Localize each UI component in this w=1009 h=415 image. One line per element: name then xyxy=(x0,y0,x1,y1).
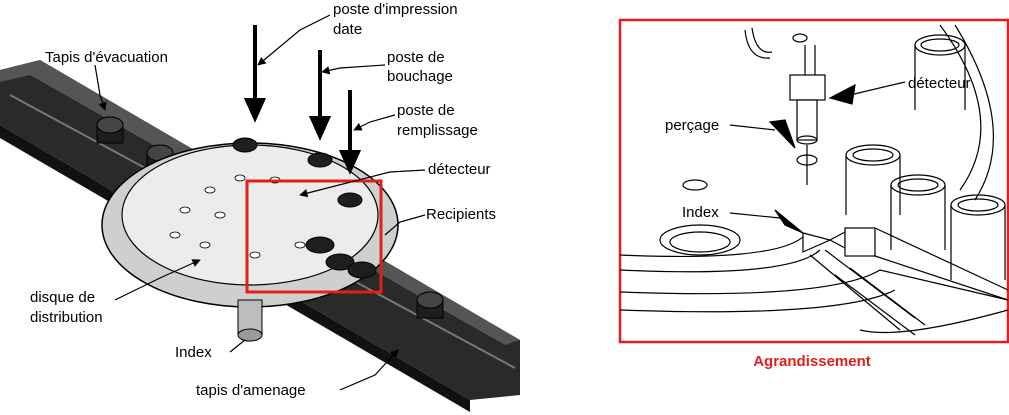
station-arrows xyxy=(243,25,362,175)
zoom-caption: Agrandissement xyxy=(753,353,871,370)
leader-lines xyxy=(94,14,426,391)
zoom-label-index: Index xyxy=(682,204,719,221)
label-recipients: Recipients xyxy=(426,206,496,223)
zoom-label-detecteur: détecteur xyxy=(908,75,971,92)
label-tapis-evacuation: Tapis d'évacuation xyxy=(45,49,168,66)
zoom-drawing xyxy=(619,24,1009,336)
label-poste-remplissage-2: remplissage xyxy=(397,122,478,139)
left-diagram: poste d'impression date poste de bouchag… xyxy=(0,1,520,412)
label-detecteur: détecteur xyxy=(428,161,491,178)
label-disque-2: distribution xyxy=(30,309,103,326)
label-poste-remplissage: poste de xyxy=(397,102,455,119)
label-index: Index xyxy=(175,344,212,361)
zoom-panel: détecteur perçage Index Agrandissement xyxy=(618,18,1009,370)
label-poste-impression-date: date xyxy=(333,21,362,38)
label-poste-impression: poste d'impression xyxy=(333,1,458,18)
zoom-label-percage: perçage xyxy=(665,117,719,134)
label-poste-bouchage-2: bouchage xyxy=(387,68,453,85)
zoom-highlight-box xyxy=(245,179,383,294)
label-poste-bouchage: poste de xyxy=(387,49,445,66)
zoom-pointers xyxy=(729,81,906,234)
label-disque: disque de xyxy=(30,289,95,306)
label-tapis-amenage: tapis d'amenage xyxy=(196,382,306,399)
